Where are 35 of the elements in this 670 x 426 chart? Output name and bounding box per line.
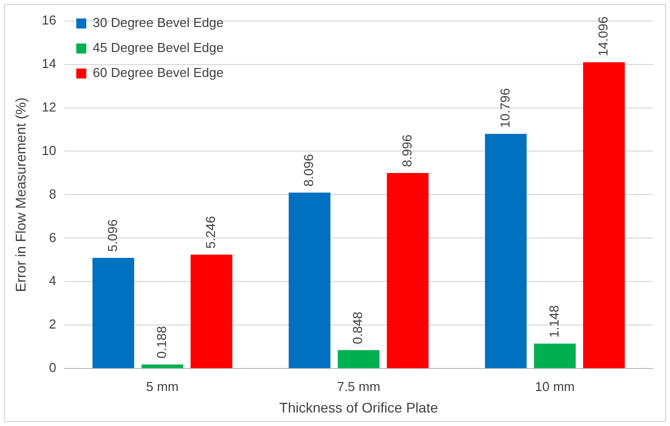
x-tick-label: 7.5 mm (336, 378, 380, 394)
data-label: 8.996 (399, 134, 414, 168)
x-tick-label: 5 mm (146, 378, 179, 394)
data-label: 8.096 (301, 154, 316, 187)
bar (190, 254, 232, 368)
y-tick-label: 0 (49, 360, 56, 376)
data-label: 10.796 (497, 88, 512, 128)
bar (92, 258, 134, 368)
y-tick-label: 16 (42, 12, 56, 28)
bar (534, 344, 576, 368)
bar (386, 173, 429, 368)
y-tick-label: 4 (49, 273, 56, 288)
data-label: 5.246 (203, 216, 218, 249)
y-axis-title: Error in Flow Measurement (%) (12, 97, 28, 292)
bar (142, 364, 184, 368)
legend-label: 60 Degree Bevel Edge (92, 65, 224, 80)
x-axis-title: Thickness of Orifice Plate (279, 399, 438, 416)
bar (338, 350, 380, 368)
bar (288, 192, 330, 368)
y-tick-label: 14 (42, 56, 56, 71)
data-label: 1.148 (546, 305, 562, 338)
data-label: 14.096 (596, 16, 611, 56)
data-label: 5.096 (104, 219, 120, 252)
data-label: 0.188 (154, 326, 169, 359)
y-tick-label: 8 (49, 186, 56, 202)
legend-label: 30 Degree Bevel Edge (92, 15, 224, 30)
y-tick-label: 12 (42, 99, 56, 114)
y-tick-label: 2 (49, 316, 56, 332)
bar (484, 134, 527, 368)
y-tick-label: 6 (49, 230, 56, 245)
data-label: 0.848 (350, 312, 366, 344)
bar (583, 62, 625, 368)
y-tick-label: 10 (42, 142, 56, 158)
x-tick-label: 10 mm (535, 378, 575, 394)
legend-label: 45 Degree Bevel Edge (92, 40, 224, 56)
